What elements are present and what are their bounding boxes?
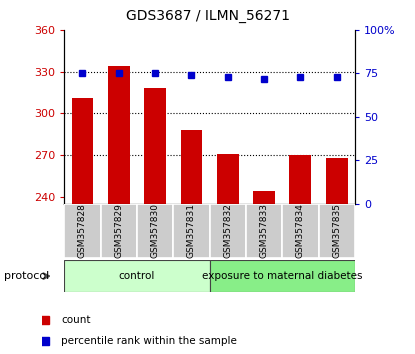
Bar (326, 158, 348, 204)
Bar (217, 154, 239, 204)
Text: GSM357835: GSM357835 (332, 204, 341, 258)
Text: GSM357831: GSM357831 (187, 204, 196, 258)
Text: exposure to maternal diabetes: exposure to maternal diabetes (202, 271, 362, 281)
Text: protocol: protocol (4, 271, 49, 281)
Text: GDS3687 / ILMN_56271: GDS3687 / ILMN_56271 (125, 9, 290, 23)
Bar (246, 204, 282, 258)
Bar (282, 204, 319, 258)
Text: GSM357830: GSM357830 (151, 204, 160, 258)
Text: count: count (61, 315, 90, 325)
Text: GSM357828: GSM357828 (78, 204, 87, 258)
Text: GSM357834: GSM357834 (296, 204, 305, 258)
Bar (71, 98, 93, 204)
Text: GSM357829: GSM357829 (114, 204, 123, 258)
Bar (319, 204, 355, 258)
Text: GSM357832: GSM357832 (223, 204, 232, 258)
Bar (210, 204, 246, 258)
Bar (108, 66, 130, 204)
Text: GSM357833: GSM357833 (259, 204, 269, 258)
Bar (210, 260, 355, 292)
Text: percentile rank within the sample: percentile rank within the sample (61, 336, 237, 346)
Text: control: control (119, 271, 155, 281)
Bar (290, 155, 311, 204)
Bar (137, 204, 173, 258)
Bar (181, 130, 203, 204)
Bar (64, 204, 101, 258)
Bar (173, 204, 210, 258)
Bar (100, 204, 137, 258)
Bar (144, 88, 166, 204)
Bar (253, 191, 275, 204)
Bar (64, 260, 210, 292)
